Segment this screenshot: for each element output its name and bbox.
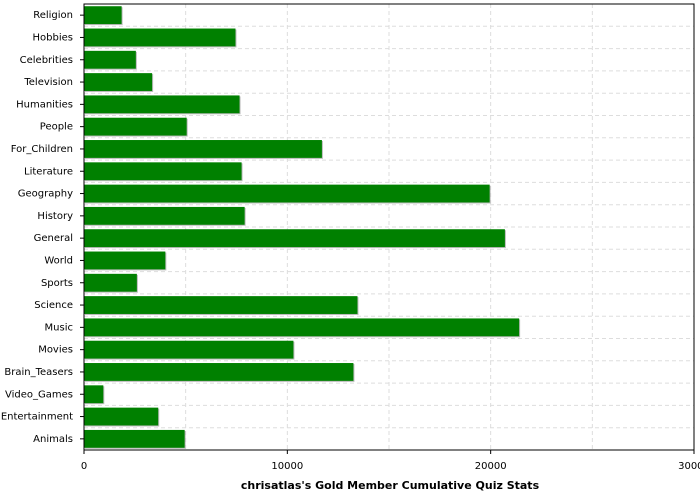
y-tick-label: World: [44, 255, 73, 266]
y-tick-label: Brain_Teasers: [4, 367, 73, 378]
y-tick-label: Science: [34, 300, 73, 311]
bar: [84, 229, 505, 248]
y-tick-label: Religion: [33, 10, 73, 21]
x-tick-label: 10000: [271, 461, 303, 472]
bar: [84, 206, 245, 225]
bar: [84, 50, 136, 69]
x-tick-label: 30000: [678, 461, 700, 472]
y-tick-label: Movies: [38, 345, 73, 356]
y-tick-label: General: [34, 233, 73, 244]
y-tick-label: Literature: [24, 166, 73, 177]
x-tick-label: 20000: [475, 461, 507, 472]
y-tick-label: Animals: [33, 434, 73, 445]
plot-border: [83, 3, 695, 451]
bar: [84, 340, 294, 359]
bar: [84, 318, 520, 337]
bar: [84, 385, 104, 404]
y-tick-label: People: [40, 122, 73, 133]
bar: [84, 140, 322, 158]
y-tick-label: History: [37, 211, 73, 222]
y-tick-label: Video_Games: [5, 389, 73, 400]
x-axis-title: chrisatlas's Gold Member Cumulative Quiz…: [241, 479, 540, 492]
bar: [84, 6, 122, 25]
bar: [84, 407, 159, 426]
y-tick-label: Sports: [41, 278, 73, 289]
y-tick-label: Television: [23, 77, 73, 88]
bar: [84, 28, 236, 47]
y-tick-label: Hobbies: [33, 32, 73, 43]
bar: [84, 363, 354, 381]
bar: [84, 184, 490, 203]
bar: [84, 162, 242, 181]
y-tick-label: For_Children: [11, 144, 73, 155]
y-tick-label: Geography: [18, 189, 73, 200]
bar: [84, 296, 358, 314]
y-tick-label: Entertainment: [1, 412, 73, 423]
y-tick-label: Humanities: [16, 99, 73, 110]
bar: [84, 429, 185, 448]
y-tick-label: Celebrities: [20, 55, 73, 66]
x-tick-label: 0: [81, 461, 87, 472]
bar: [84, 73, 153, 91]
bar: [84, 95, 240, 114]
bar: [84, 251, 166, 270]
bar: [84, 117, 187, 136]
bar: [84, 273, 137, 292]
y-tick-label: Music: [45, 322, 73, 333]
